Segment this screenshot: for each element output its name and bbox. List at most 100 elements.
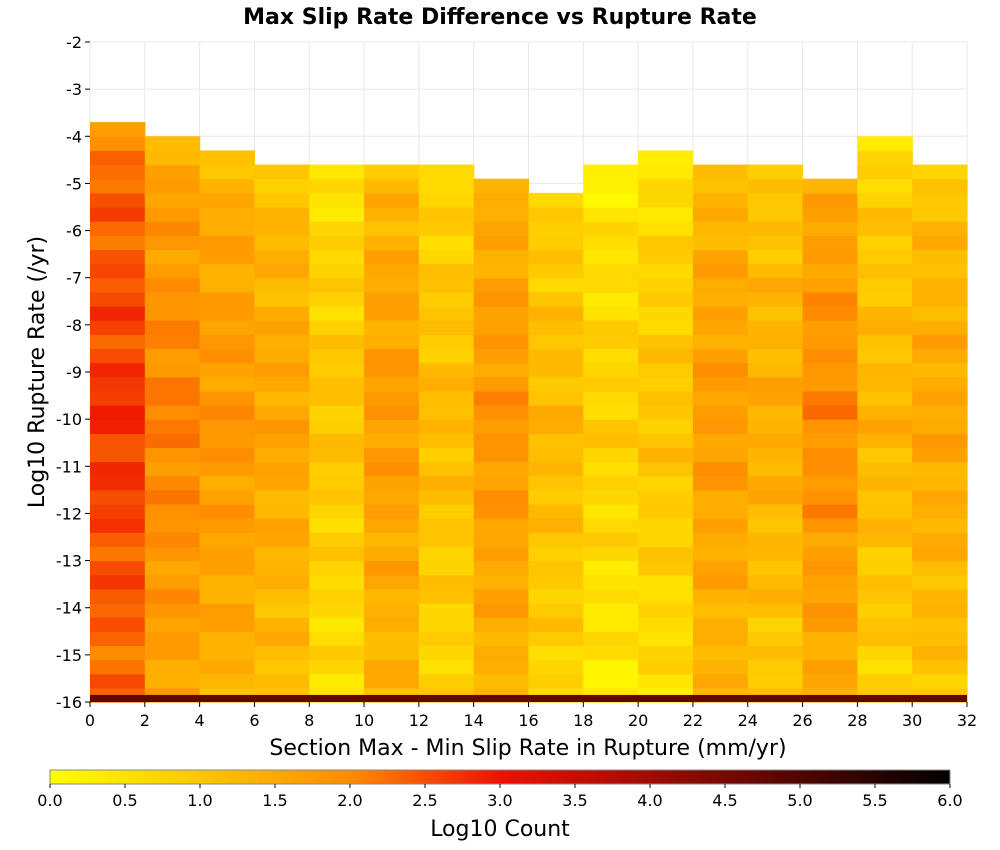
heatmap-cell <box>144 221 201 236</box>
heatmap-cell <box>583 546 639 562</box>
heatmap-cell <box>254 560 310 576</box>
heatmap-cell <box>912 588 968 604</box>
heatmap-cell <box>747 390 804 406</box>
heatmap-cell <box>638 390 694 406</box>
heatmap-cell <box>583 461 639 477</box>
heatmap-cell <box>528 362 584 378</box>
heatmap-cell <box>199 673 256 689</box>
heatmap-cell <box>638 291 694 307</box>
heatmap-cell <box>144 560 201 576</box>
heatmap-cell <box>692 560 749 576</box>
heatmap-cell <box>638 277 694 293</box>
heatmap-cell <box>857 447 913 463</box>
heatmap-cell <box>583 263 639 279</box>
heatmap-cell <box>254 235 310 251</box>
heatmap-cell <box>199 348 256 364</box>
heatmap-cell <box>528 320 584 335</box>
heatmap-cell <box>638 419 694 434</box>
heatmap-cell <box>364 390 420 406</box>
heatmap-cell <box>912 447 968 463</box>
y-axis-ticks: -2 -3 -4 -5 -6 -7 -8 -9 -10 -11 -12 -13 -14 -15 -16 <box>56 33 90 712</box>
heatmap-cell <box>418 546 475 562</box>
heatmap-cell <box>912 603 968 618</box>
heatmap-cell <box>583 447 639 463</box>
heatmap-cell <box>473 504 530 519</box>
heatmap-cell <box>638 603 694 618</box>
heatmap-cell <box>309 207 365 222</box>
heatmap-cell <box>144 376 201 392</box>
heatmap-cell <box>473 405 530 420</box>
heatmap-cell <box>90 320 146 335</box>
heatmap-cell <box>144 362 201 378</box>
heatmap-cell <box>912 461 968 477</box>
heatmap-cell <box>418 405 475 420</box>
heatmap-cell <box>144 150 201 166</box>
heatmap-cell <box>857 348 913 364</box>
heatmap-cell <box>199 306 256 321</box>
heatmap-cell <box>364 631 420 647</box>
heatmap-cell <box>583 277 639 293</box>
heatmap-cell <box>528 475 584 491</box>
heatmap-cell <box>364 475 420 491</box>
heatmap-cell <box>912 546 968 562</box>
heatmap-cell <box>473 235 530 251</box>
heatmap-cell <box>254 320 310 335</box>
heatmap-cell <box>747 277 804 293</box>
heatmap-cell <box>90 447 146 463</box>
heatmap-cell <box>309 461 365 477</box>
heatmap-cell <box>309 405 365 420</box>
heatmap-cell <box>364 504 420 519</box>
heatmap-cell <box>747 504 804 519</box>
heatmap-cell <box>692 603 749 618</box>
heatmap-cell <box>364 249 420 265</box>
heatmap-cell <box>364 178 420 194</box>
heatmap-cell <box>912 433 968 449</box>
heatmap-cell <box>747 334 804 350</box>
heatmap-cell <box>528 504 584 519</box>
heatmap-cell <box>418 475 475 491</box>
heatmap-cell <box>638 560 694 576</box>
heatmap-cell <box>747 405 804 420</box>
heatmap-cell <box>692 164 749 180</box>
heatmap-cell <box>638 306 694 321</box>
heatmap-cell <box>528 461 584 477</box>
heatmap-cell <box>747 221 804 236</box>
heatmap-cell <box>254 518 310 533</box>
heatmap-cell <box>692 419 749 434</box>
heatmap-cell <box>418 249 475 265</box>
x-tick-label: 0 <box>85 711 95 730</box>
heatmap-cell <box>418 518 475 533</box>
heatmap-cell <box>473 221 530 236</box>
heatmap-cell <box>90 588 146 604</box>
heatmap-cell <box>309 617 365 632</box>
heatmap-cell <box>583 249 639 265</box>
heatmap-cell <box>364 348 420 364</box>
colorbar-tick-label: 5.0 <box>787 791 812 810</box>
heatmap-cell <box>692 659 749 675</box>
heatmap-cell <box>144 518 201 533</box>
heatmap-cell <box>638 249 694 265</box>
heatmap-cell <box>473 277 530 293</box>
heatmap-cell <box>692 518 749 533</box>
heatmap-cell <box>802 320 858 335</box>
heatmap-cell <box>912 221 968 236</box>
heatmap-cell <box>418 221 475 236</box>
heatmap-cell <box>912 504 968 519</box>
heatmap-cell <box>638 588 694 604</box>
heatmap-cell <box>692 192 749 208</box>
x-tick-label: 28 <box>847 711 867 730</box>
colorbar-tick-label: 2.0 <box>337 791 362 810</box>
heatmap-cell <box>364 645 420 661</box>
heatmap-cell <box>473 178 530 194</box>
heatmap-cell <box>144 475 201 491</box>
heatmap-cell <box>254 588 310 604</box>
heatmap-cell <box>747 518 804 533</box>
heatmap-cell <box>309 532 365 548</box>
heatmap-cell <box>583 221 639 236</box>
heatmap-cell <box>747 560 804 576</box>
heatmap-cell <box>528 645 584 661</box>
heatmap-cell <box>254 334 310 350</box>
heatmap-cell <box>912 192 968 208</box>
x-tick-label: 20 <box>628 711 648 730</box>
